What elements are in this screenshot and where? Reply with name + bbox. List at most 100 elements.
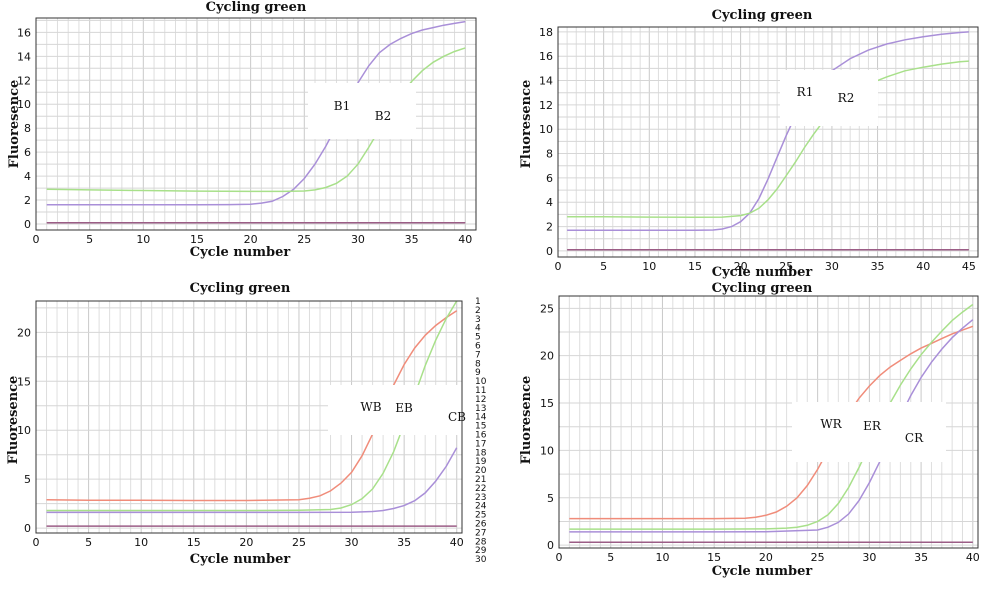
chart-title: Cycling green (712, 8, 813, 23)
row-number: 10 (475, 377, 487, 387)
x-tick-label: 25 (292, 536, 306, 549)
x-tick-label: 5 (607, 551, 614, 564)
row-number: 16 (475, 431, 487, 441)
label-box (328, 385, 462, 435)
y-tick-label: 14 (17, 50, 31, 63)
y-tick-label: 5 (547, 492, 554, 505)
x-tick-label: 10 (134, 536, 148, 549)
row-number: 8 (475, 359, 481, 369)
y-axis-label: Fluoresence (6, 376, 21, 465)
y-tick-label: 20 (17, 326, 31, 339)
series-line-eb (46, 300, 458, 512)
row-number: 19 (475, 457, 487, 467)
x-tick-label: 0 (33, 233, 40, 246)
x-tick-label: 20 (239, 536, 253, 549)
x-tick-label: 35 (405, 233, 419, 246)
curve-label-cr: CR (905, 431, 924, 445)
y-tick-label: 14 (539, 75, 553, 88)
x-tick-label: 35 (397, 536, 411, 549)
x-tick-label: 5 (600, 260, 607, 273)
row-number: 5 (475, 333, 481, 343)
chart-panel-top-left: 0 5 10 15 20 25 30 35 40 0 2 4 6 8 10 12 14 16 B1 B2 Cycling… (7, 0, 477, 260)
y-tick-label: 16 (17, 26, 31, 39)
row-number: 24 (475, 502, 487, 512)
y-tick-label: 0 (547, 539, 554, 552)
row-number: 14 (475, 413, 487, 423)
row-number: 28 (475, 537, 487, 547)
row-number: 29 (475, 546, 487, 556)
y-tick-label: 12 (539, 99, 553, 112)
row-number: 30 (475, 555, 487, 565)
x-tick-label: 25 (811, 551, 825, 564)
plot-frame (35, 17, 477, 231)
x-axis-label: Cycle number (712, 564, 813, 579)
curve-label-er: ER (863, 419, 882, 433)
y-tick-label: 10 (17, 424, 31, 437)
row-number: 11 (475, 386, 486, 396)
x-tick-label: 5 (85, 536, 92, 549)
series-line-cb (46, 447, 458, 514)
label-box (308, 83, 416, 139)
x-tick-label: 15 (187, 536, 201, 549)
x-tick-label: 40 (458, 233, 472, 246)
y-tick-label: 5 (24, 473, 31, 486)
y-axis-label: Fluoresence (519, 80, 534, 169)
y-tick-label: 6 (24, 146, 31, 159)
y-tick-label: 25 (540, 302, 554, 315)
plot-frame (557, 26, 979, 258)
y-tick-label: 0 (24, 522, 31, 535)
chart-title: Cycling green (206, 0, 307, 15)
curve-label-cb: CB (448, 410, 466, 424)
x-tick-label: 0 (33, 536, 40, 549)
x-tick-label: 40 (916, 260, 930, 273)
y-tick-label: 0 (546, 245, 553, 258)
x-tick-label: 20 (759, 551, 773, 564)
y-tick-label: 10 (539, 123, 553, 136)
curve-label-b2: B2 (375, 109, 391, 123)
x-tick-label: 35 (914, 551, 928, 564)
y-tick-label: 4 (24, 170, 31, 183)
row-number: 7 (475, 350, 481, 360)
row-number: 15 (475, 422, 486, 432)
row-number: 21 (475, 475, 486, 485)
curve-label-r2: R2 (838, 91, 855, 105)
row-number: 9 (475, 368, 481, 378)
label-box (792, 402, 946, 462)
row-number: 20 (475, 466, 487, 476)
y-tick-label: 16 (539, 50, 553, 63)
row-number: 22 (475, 484, 486, 494)
y-tick-label: 8 (546, 148, 553, 161)
y-tick-label: 15 (17, 375, 31, 388)
row-number: 6 (475, 342, 481, 352)
x-tick-label: 15 (190, 233, 204, 246)
row-number: 25 (475, 511, 486, 521)
y-tick-label: 8 (24, 122, 31, 135)
x-tick-label: 25 (297, 233, 311, 246)
curve-label-eb: EB (395, 401, 413, 415)
x-axis-label: Cycle number (190, 245, 291, 260)
y-axis-label: Fluoresence (519, 376, 534, 465)
x-tick-label: 10 (642, 260, 656, 273)
x-tick-label: 0 (556, 551, 563, 564)
y-tick-label: 10 (540, 444, 554, 457)
x-axis-label: Cycle number (712, 265, 813, 280)
y-tick-label: 2 (546, 221, 553, 234)
x-tick-label: 0 (555, 260, 562, 273)
y-tick-label: 18 (539, 26, 553, 39)
x-axis-label: Cycle number (190, 552, 291, 567)
row-number: 26 (475, 520, 487, 530)
y-tick-label: 20 (540, 350, 554, 363)
x-tick-label: 30 (351, 233, 365, 246)
row-number: 3 (475, 315, 481, 325)
x-tick-label: 30 (862, 551, 876, 564)
y-tick-label: 10 (17, 98, 31, 111)
y-tick-label: 15 (540, 397, 554, 410)
plot-frame (35, 300, 463, 534)
curve-label-b1: B1 (334, 99, 350, 113)
y-tick-label: 2 (24, 194, 31, 207)
x-tick-label: 30 (345, 536, 359, 549)
row-number: 12 (475, 395, 486, 405)
chart-title: Cycling green (712, 281, 813, 296)
x-tick-label: 25 (779, 260, 793, 273)
